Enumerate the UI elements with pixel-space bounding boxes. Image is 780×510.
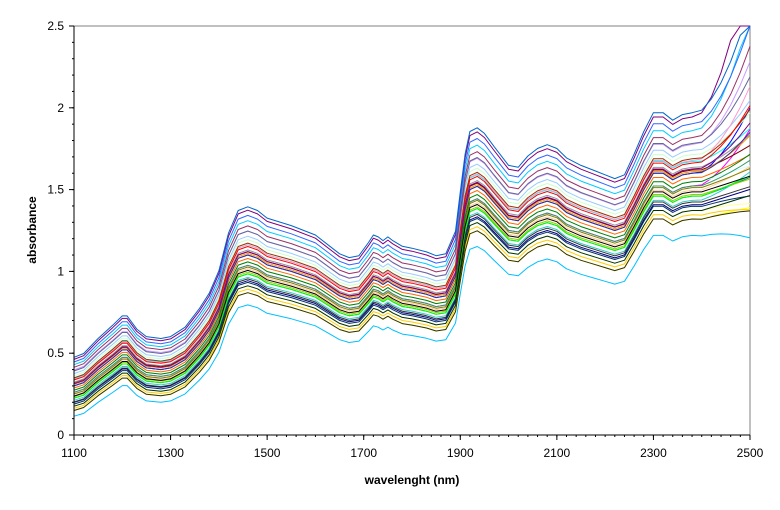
spectrum-line-31 [73,46,751,368]
spectrum-line-39 [73,122,751,385]
spectrum-line-26 [73,195,751,405]
y-tick-label: 0 [57,428,64,442]
spectrum-line-29 [73,210,751,411]
spectrum-line-24 [73,76,751,372]
tick-labels: 0 0.5 1 1.5 2 2.5 1100 1300 1500 1700 1900 2100 2300… [47,19,763,460]
x-tick-label: 1100 [61,446,87,460]
y-tick-label: 1.5 [47,183,64,197]
spectrum-line-32 [73,131,751,387]
spectrum-line-12 [73,112,751,377]
spectrum-line-21 [73,209,750,409]
spectrum-line-17 [73,165,751,395]
spectrum-line-22 [73,135,751,385]
y-tick-label: 1 [57,264,64,278]
spectrum-line-36 [73,25,751,358]
x-tick-label: 1900 [447,446,474,460]
spectrum-line-33 [73,186,751,403]
spectrum-line-30 [73,109,751,379]
y-tick-label: 0.5 [47,346,64,360]
axes-layer [69,25,751,440]
spectrum-line-40 [73,175,751,397]
spectrum-line-35 [73,175,751,399]
spectrum-line-27 [73,159,751,393]
series-layer [73,25,751,417]
spectrum-line-25 [73,134,751,383]
spectrum-line-6 [73,25,750,360]
y-tick-label: 2.5 [47,19,64,33]
spectrum-line-23 [73,154,751,389]
spectrum-line-2 [73,188,751,403]
x-tick-label: 1500 [254,446,281,460]
spectrum-line-15 [73,86,751,380]
x-tick-label: 2500 [737,446,764,460]
spectrum-line-10 [73,25,751,366]
spectrum-line-38 [73,153,751,391]
spectrum-line-19 [73,171,751,401]
x-axis-title: wavelenght (nm) [364,473,460,487]
spectrum-line-18 [73,25,751,363]
spectrum-line-37 [73,168,751,395]
x-tick-label: 1700 [350,446,377,460]
y-tick-label: 2 [57,101,64,115]
y-axis-title: absorbance [25,196,39,264]
spectrum-line-1 [73,233,751,417]
spectrum-line-28 [73,195,751,407]
x-tick-label: 1300 [157,446,184,460]
x-tick-label: 2300 [640,446,667,460]
spectrum-line-20 [73,178,751,398]
spectrum-line-34 [73,105,751,381]
spectrum-line-14 [73,100,751,375]
x-tick-label: 2100 [544,446,571,460]
